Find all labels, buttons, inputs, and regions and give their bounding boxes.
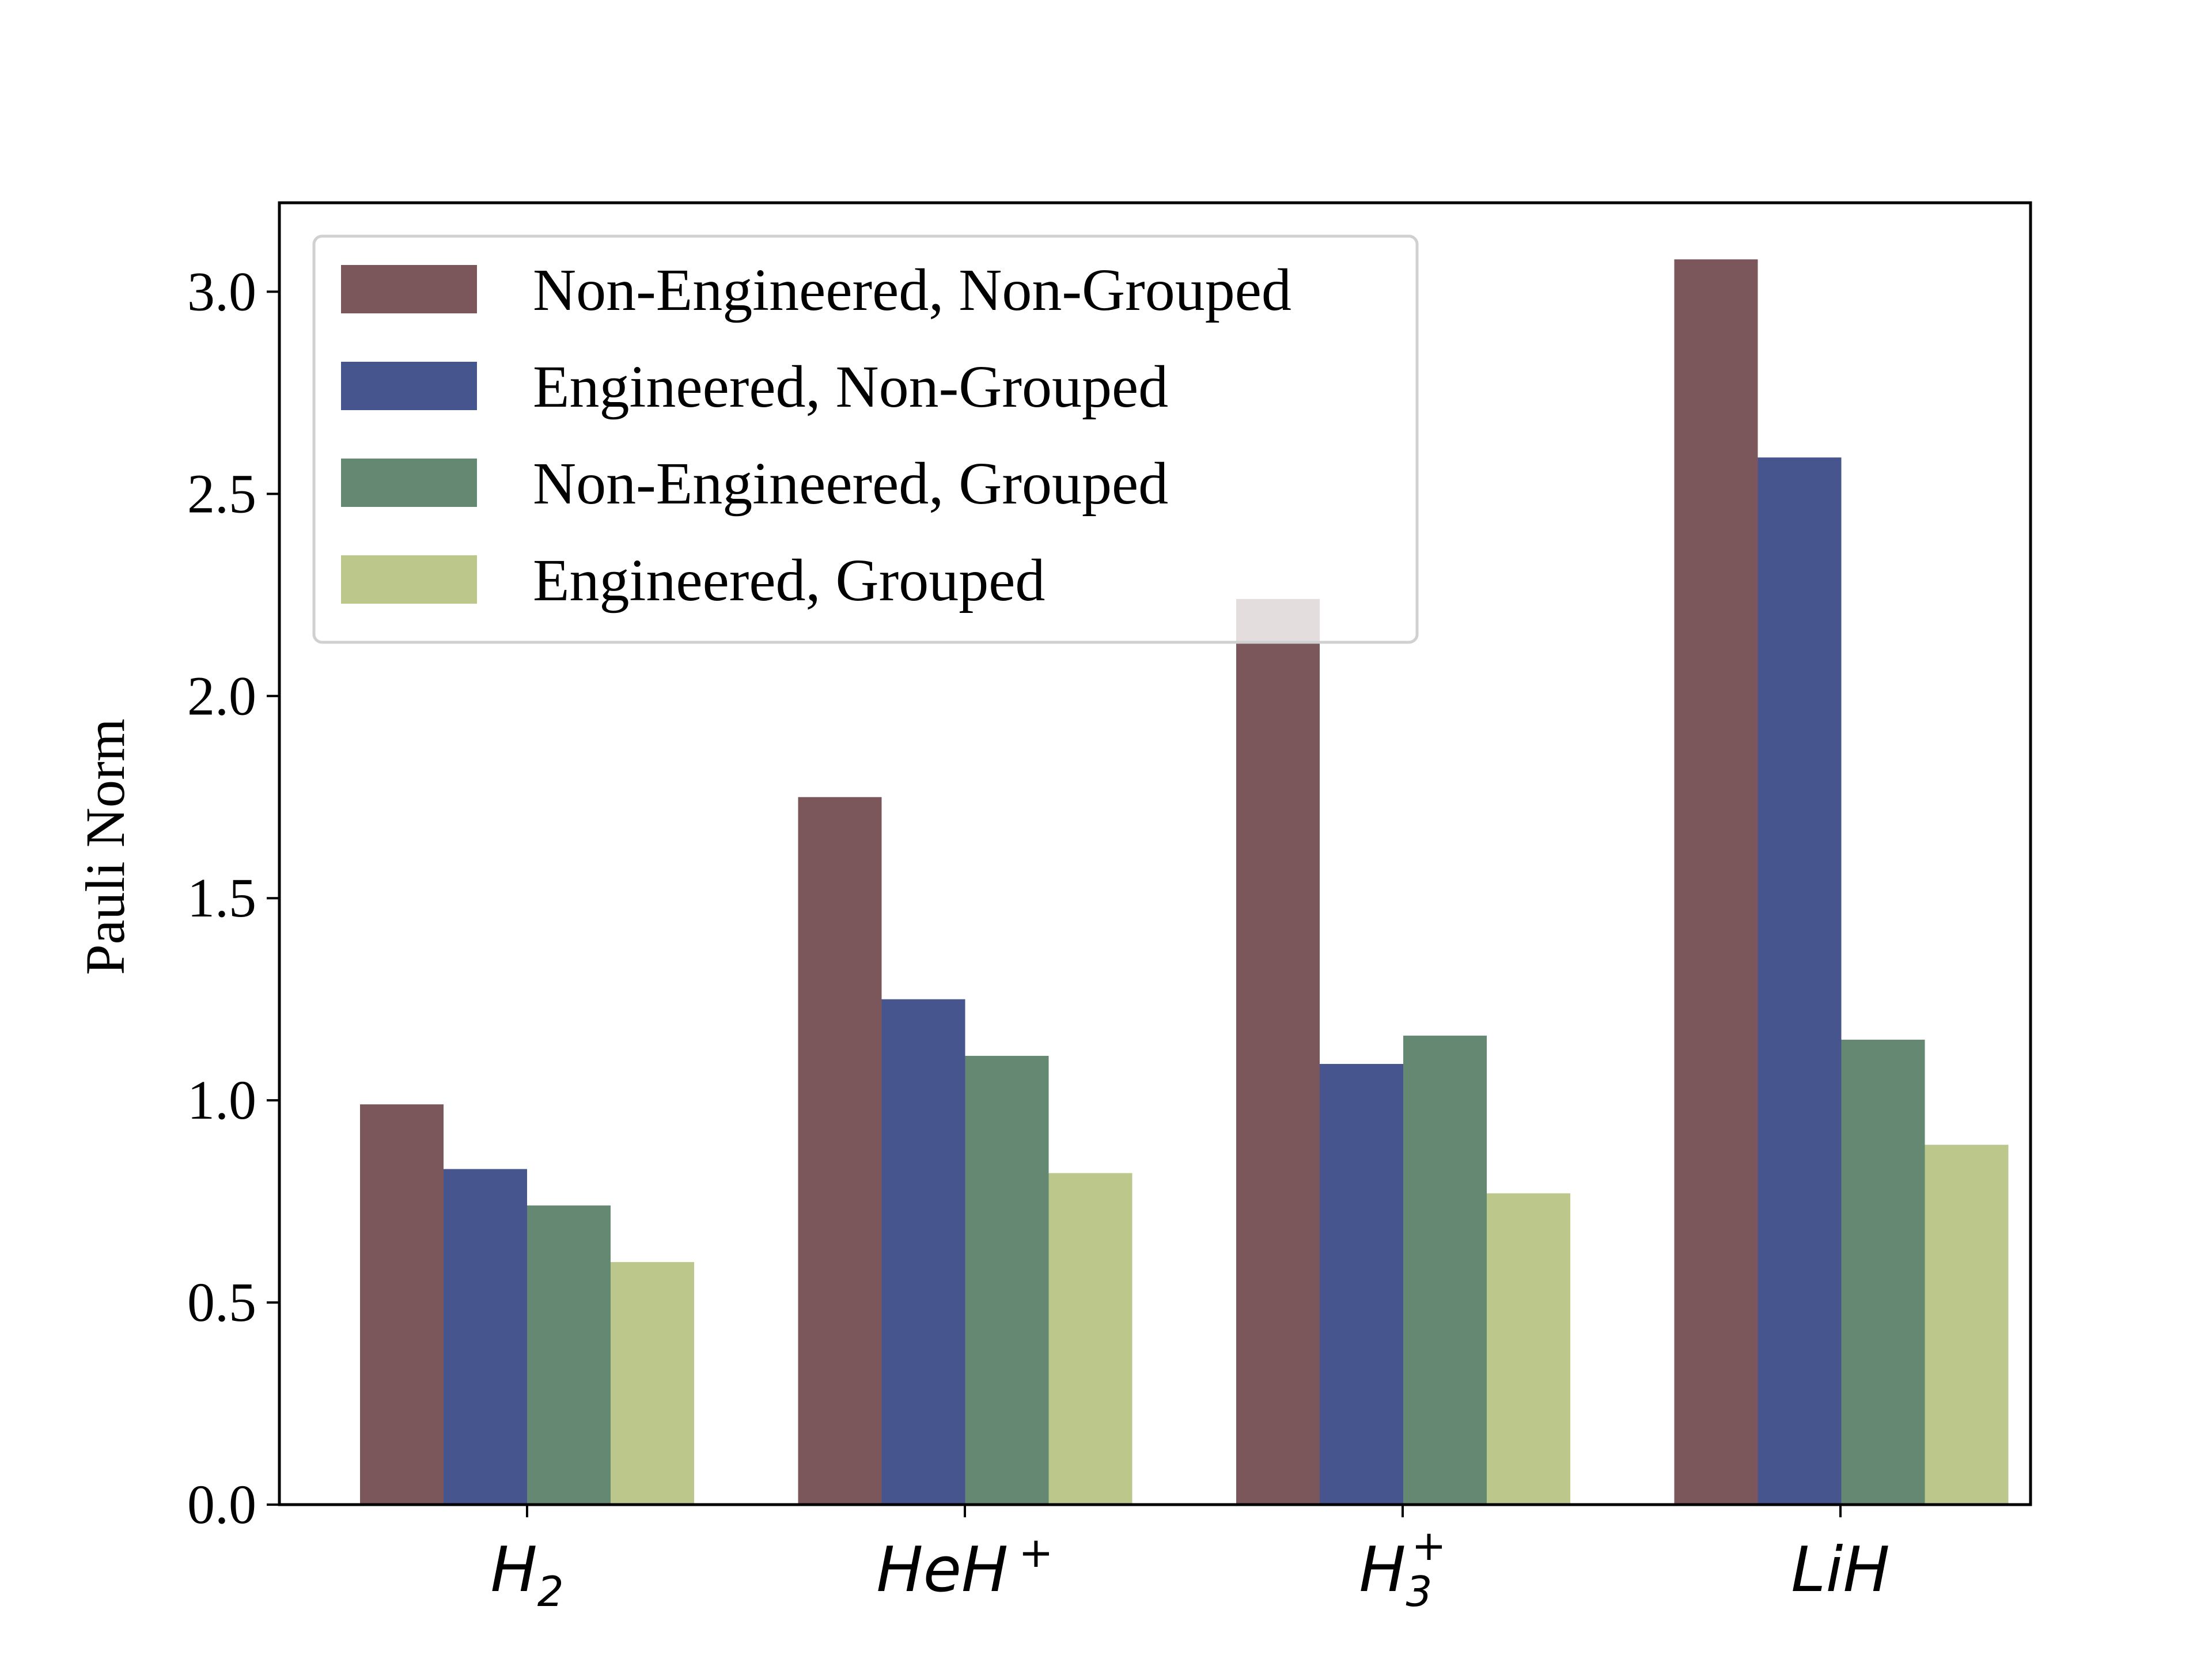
bar-2-0 — [1236, 599, 1320, 1505]
bar-1-1 — [881, 999, 965, 1505]
x-tick-label: H2 — [490, 1534, 563, 1616]
bar-3-1 — [1758, 457, 1842, 1505]
bar-2-3 — [1487, 1193, 1570, 1505]
bar-0-1 — [444, 1169, 527, 1505]
y-tick-label: 1.5 — [187, 867, 256, 929]
bar-3-3 — [1925, 1145, 2009, 1505]
x-tick-label: HeH + — [876, 1528, 1053, 1606]
legend: Non-Engineered, Non-Grouped Engineered, N… — [312, 234, 1419, 644]
y-axis-label: Pauli Norm — [74, 718, 136, 975]
bar-1-2 — [965, 1055, 1049, 1505]
bar-3-2 — [1841, 1039, 1925, 1505]
legend-label: Engineered, Non-Grouped — [533, 354, 1168, 420]
bar-3-0 — [1674, 259, 1758, 1505]
y-axis-ticks: 0.0 0.5 1.0 1.5 2.0 2.5 3.0 — [187, 260, 279, 1535]
legend-label: Non-Engineered, Grouped — [533, 450, 1168, 517]
legend-swatch — [341, 555, 477, 604]
legend-label: Engineered, Grouped — [533, 547, 1045, 613]
legend-label: Non-Engineered, Non-Grouped — [533, 257, 1291, 323]
y-tick-label: 0.0 — [187, 1474, 256, 1535]
x-tick-label: H3+ — [1359, 1521, 1446, 1616]
bar-0-3 — [611, 1262, 694, 1505]
y-tick-label: 2.5 — [187, 463, 256, 524]
legend-swatch — [341, 265, 477, 313]
bars-layer — [360, 259, 2009, 1505]
bar-1-3 — [1048, 1173, 1132, 1505]
y-tick-label: 3.0 — [187, 260, 256, 322]
x-tick-label: LiH — [1791, 1534, 1889, 1606]
y-tick-label: 2.0 — [187, 665, 256, 726]
legend-swatch — [341, 459, 477, 507]
plot-area-frame — [278, 201, 2032, 1506]
x-axis-ticks: H2 HeH + H3+ LiH — [490, 1505, 1890, 1616]
bar-2-1 — [1320, 1063, 1403, 1505]
bar-0-2 — [527, 1205, 611, 1505]
y-tick-label: 1.0 — [187, 1069, 256, 1131]
bar-2-2 — [1403, 1035, 1487, 1505]
y-tick-label: 0.5 — [187, 1271, 256, 1333]
legend-swatch — [341, 362, 477, 410]
bar-0-0 — [360, 1104, 444, 1505]
bar-1-0 — [798, 797, 882, 1505]
legend-frame — [312, 234, 1419, 644]
